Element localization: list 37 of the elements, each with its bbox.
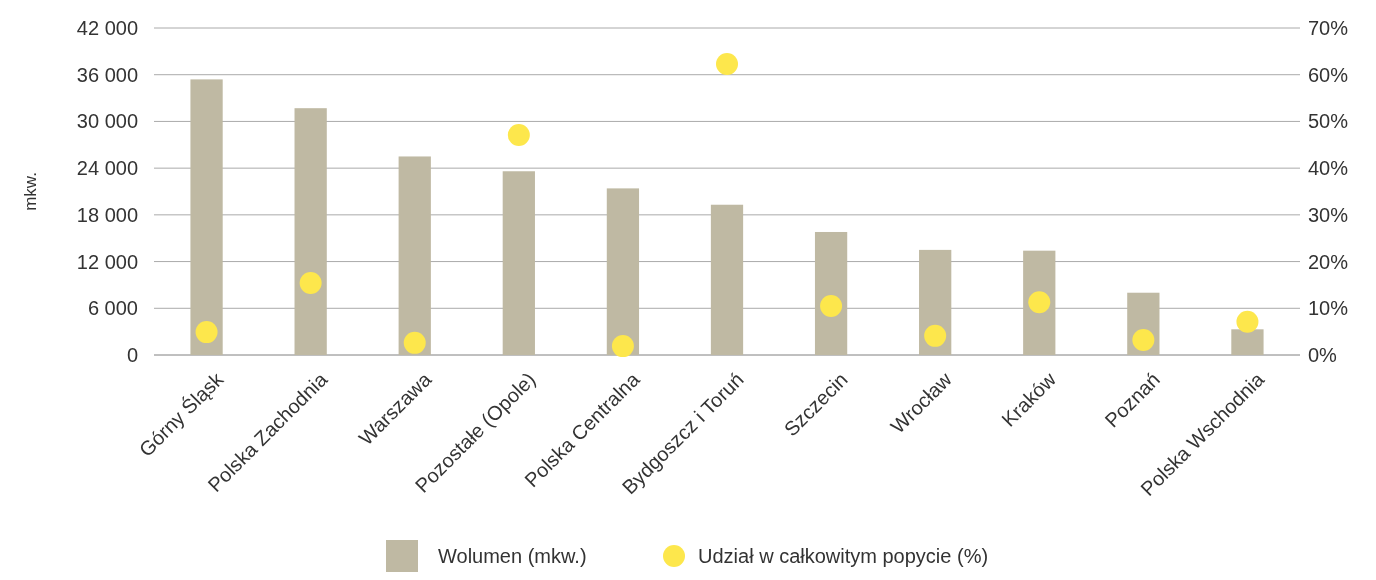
y2-tick-label: 0% <box>1308 344 1338 366</box>
point <box>195 321 218 344</box>
y2-tick-label: 30% <box>1308 203 1349 226</box>
point <box>924 324 947 347</box>
y-tick-label: 42 000 <box>76 17 138 39</box>
bar <box>294 108 327 355</box>
bar <box>502 171 535 355</box>
y-tick-label: 0 <box>126 344 138 366</box>
point <box>507 123 530 146</box>
point <box>1132 329 1155 352</box>
point <box>299 272 322 295</box>
bar <box>1231 329 1264 355</box>
y-tick-label: 24 000 <box>76 157 138 180</box>
y2-tick-label: 60% <box>1308 63 1349 86</box>
y-axis-title: mkw. <box>21 172 40 211</box>
bar <box>190 79 223 355</box>
point <box>820 294 843 317</box>
bar <box>398 156 431 355</box>
point <box>403 331 426 354</box>
point <box>611 335 634 358</box>
y-tick-label: 30 000 <box>76 110 138 133</box>
y2-tick-label: 10% <box>1308 297 1349 320</box>
y-tick-label: 36 000 <box>76 63 138 86</box>
point <box>1236 310 1259 333</box>
y-tick-label: 18 000 <box>76 203 138 226</box>
bar <box>710 204 744 355</box>
y-tick-label: 6 000 <box>87 297 138 320</box>
bar <box>606 188 640 355</box>
legend-label: Udział w całkowitym popycie (%) <box>698 545 989 567</box>
point <box>1028 291 1051 314</box>
y2-tick-label: 70% <box>1308 17 1349 39</box>
y2-tick-label: 20% <box>1308 250 1349 273</box>
y2-tick-label: 50% <box>1308 110 1349 133</box>
y-tick-label: 12 000 <box>76 250 138 273</box>
point <box>716 52 738 75</box>
y2-tick-label: 40% <box>1308 157 1349 180</box>
legend-label: Wolumen (mkw.) <box>438 545 587 567</box>
